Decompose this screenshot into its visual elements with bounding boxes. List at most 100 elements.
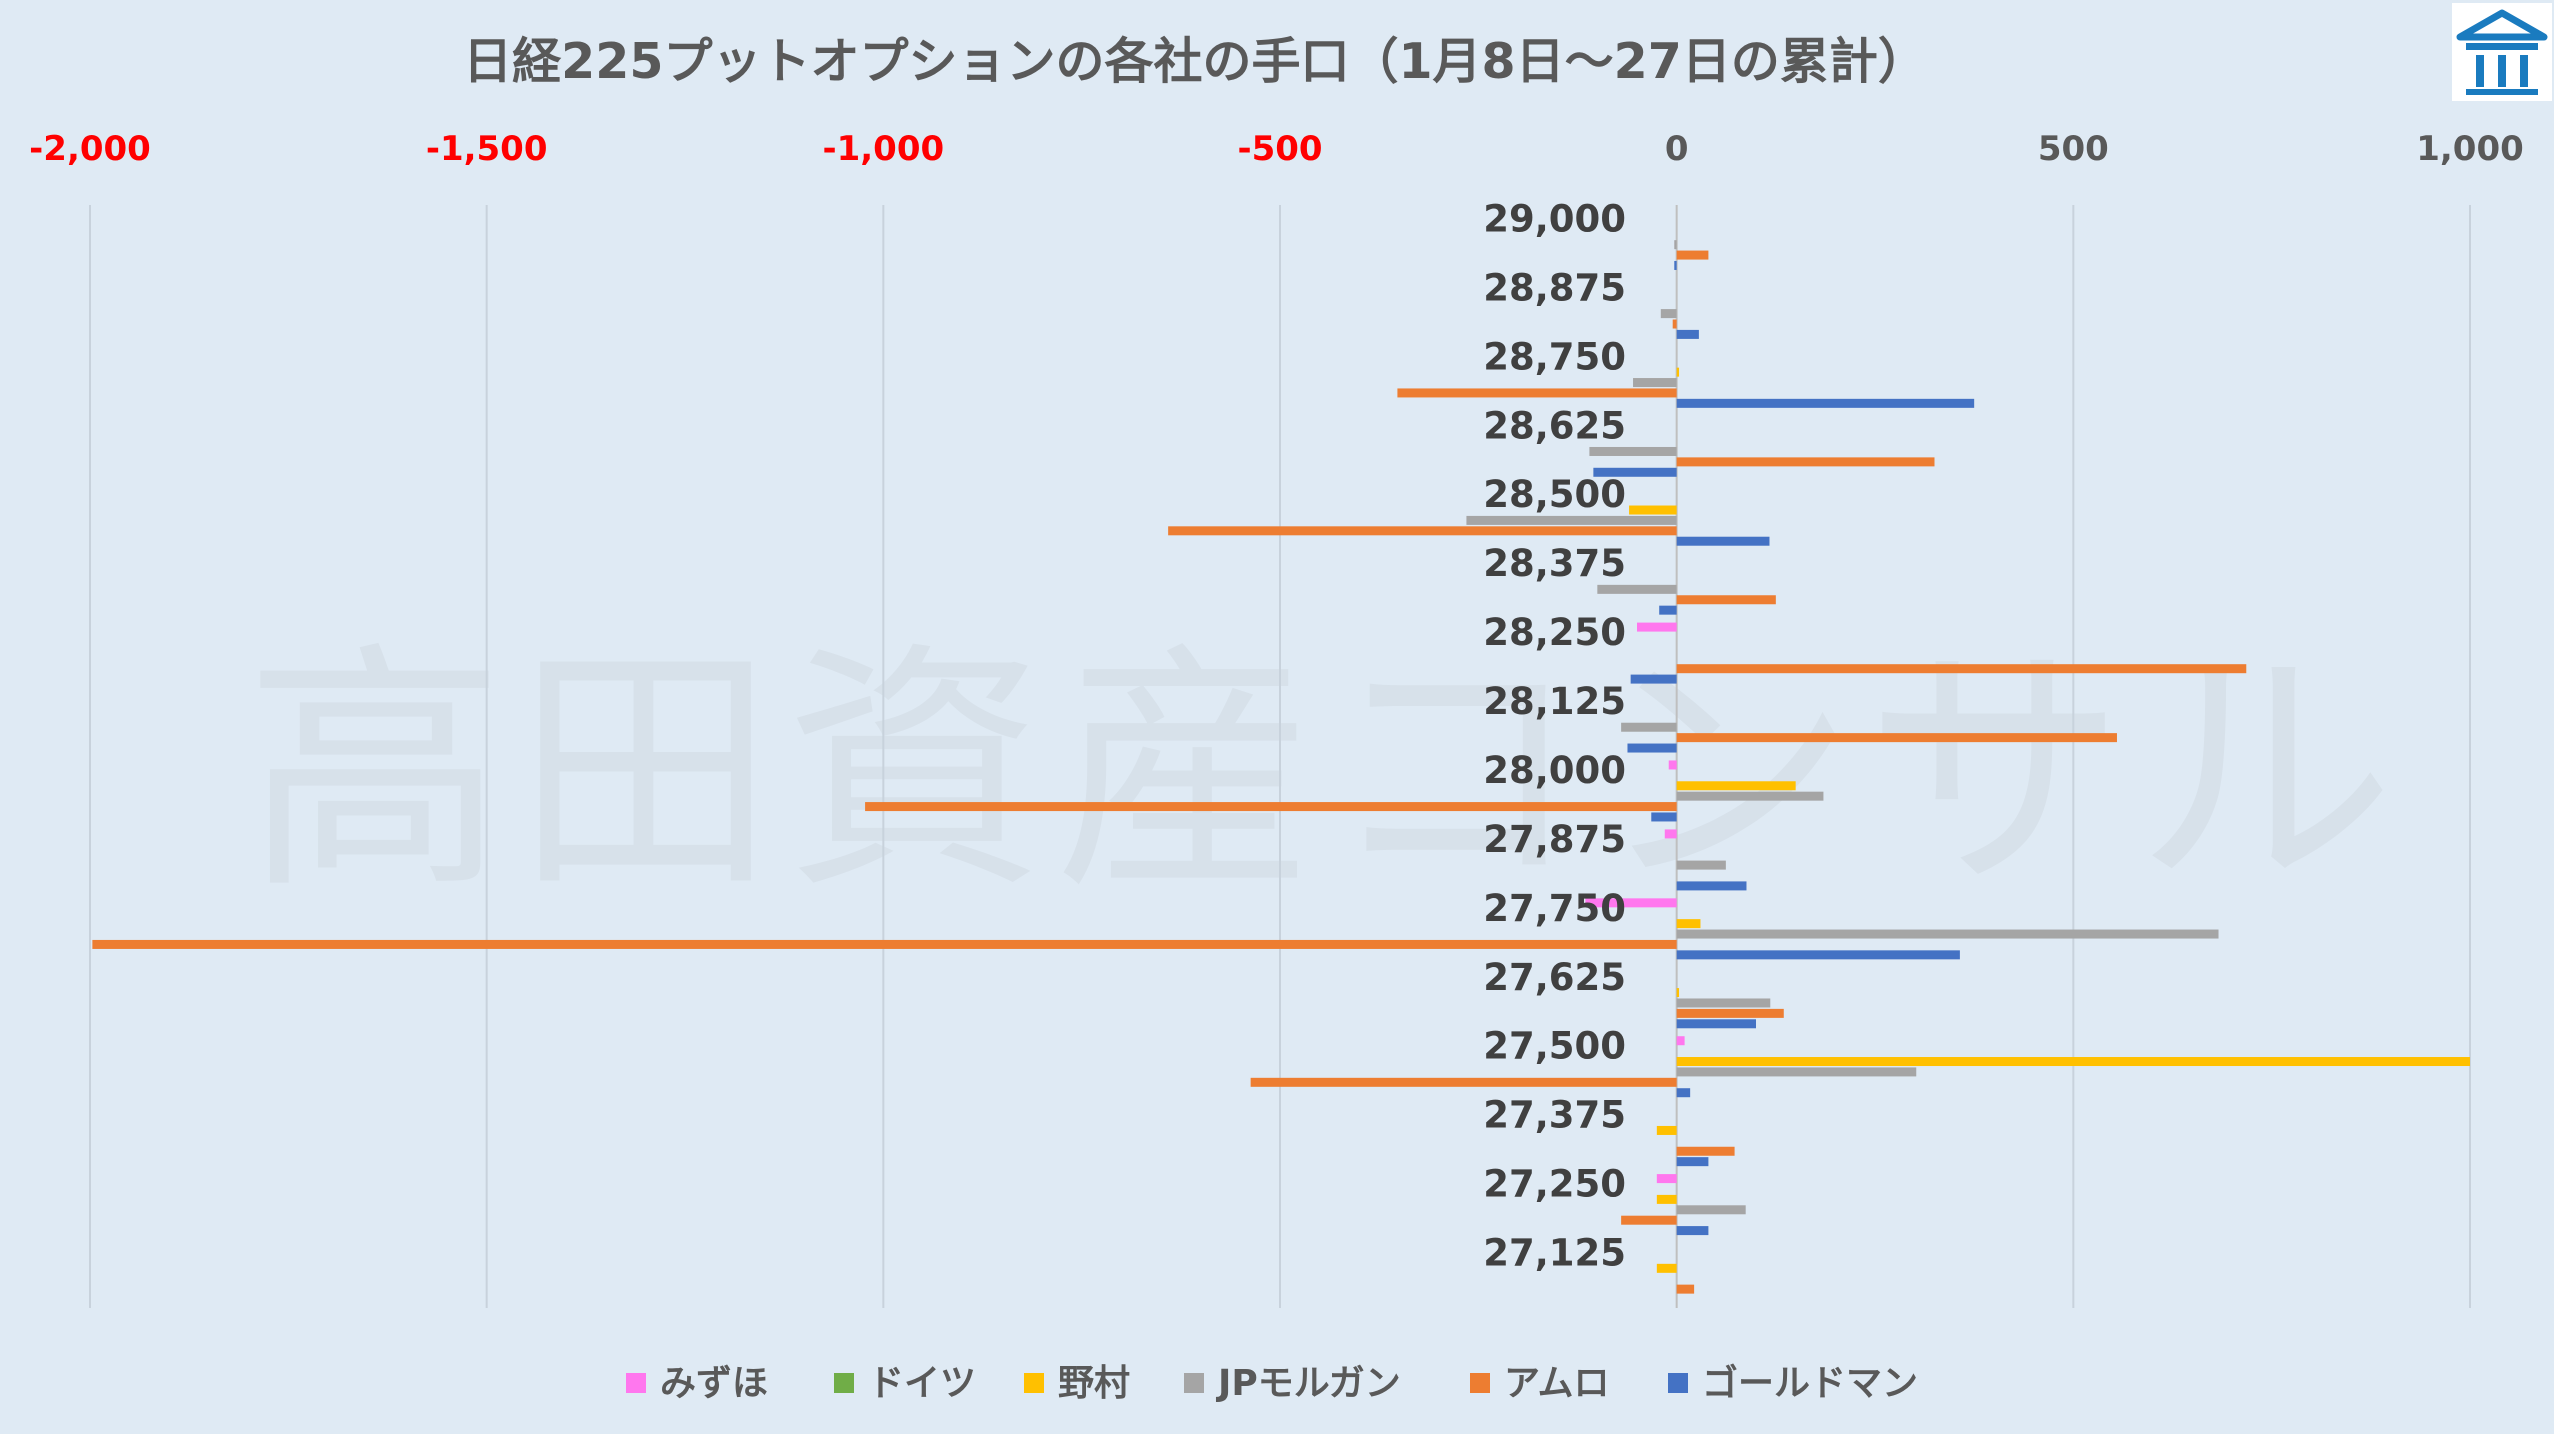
bar-3 — [1656, 1125, 1677, 1135]
chart-title: 日経225プットオプションの各社の手口（1月8日～27日の累計） — [463, 33, 1927, 90]
bar-6 — [1659, 605, 1677, 615]
bar-4 — [1676, 998, 1771, 1008]
legend-label: アムロ — [1504, 1363, 1609, 1404]
bar-6 — [1676, 536, 1770, 546]
bar-3 — [1676, 919, 1701, 929]
bar-6 — [1676, 1157, 1709, 1167]
y-tick-label: 27,125 — [1483, 1232, 1626, 1275]
x-axis-ticks: -2,000 -1,500 -1,000 -500 0 500 1,000 — [29, 129, 2524, 169]
y-tick-label: 28,625 — [1483, 404, 1626, 447]
bar-6 — [1651, 812, 1677, 822]
legend-swatch — [626, 1373, 646, 1393]
bar-3 — [1676, 781, 1796, 791]
y-tick-label: 27,375 — [1483, 1094, 1626, 1137]
bar-3 — [1676, 1057, 2470, 1067]
bar-4 — [1589, 446, 1677, 456]
x-tick-label: 1,000 — [2416, 129, 2524, 169]
bar-6 — [1676, 1088, 1691, 1098]
y-tick-label: 28,250 — [1483, 611, 1626, 654]
y-tick-label: 28,875 — [1483, 266, 1626, 309]
bar-4 — [1676, 929, 2219, 939]
bar-6 — [1676, 881, 1747, 891]
bar-4 — [1674, 240, 1677, 250]
bar-4 — [1676, 860, 1726, 870]
bar-6 — [1630, 674, 1677, 684]
legend-swatch — [1668, 1373, 1688, 1393]
bar-1 — [1656, 1174, 1677, 1184]
bar-1 — [1664, 829, 1677, 839]
bar-4 — [1676, 1205, 1746, 1215]
legend-swatch — [1470, 1373, 1490, 1393]
bar-1 — [1668, 760, 1677, 770]
y-axis-ticks: 29,000 28,875 28,750 28,625 28,500 28,375 28,2… — [1483, 197, 1626, 1274]
y-tick-label: 29,000 — [1483, 197, 1626, 240]
bars — [92, 240, 2470, 1294]
bar-5 — [1676, 595, 1776, 605]
bar-3 — [1656, 1263, 1677, 1273]
bar-6 — [1593, 467, 1677, 477]
bar-3 — [1676, 988, 1680, 998]
x-tick-label: -1,000 — [823, 129, 945, 169]
x-tick-label: 0 — [1665, 129, 1689, 169]
bar-4 — [1621, 722, 1677, 732]
y-tick-label: 28,000 — [1483, 749, 1626, 792]
bar-5 — [1676, 1008, 1784, 1018]
y-tick-label: 27,625 — [1483, 956, 1626, 999]
bar-5 — [1676, 250, 1709, 260]
logo-icon — [2456, 9, 2548, 95]
x-tick-label: -500 — [1237, 129, 1322, 169]
bar-5 — [1250, 1077, 1677, 1087]
legend-label: JPモルガン — [1215, 1363, 1401, 1404]
legend-label: 野村 — [1058, 1363, 1130, 1404]
x-tick-label: -1,500 — [426, 129, 548, 169]
grid-lines — [89, 205, 2471, 1308]
bar-5 — [1676, 1146, 1735, 1156]
bar-5 — [1672, 319, 1677, 329]
bar-5 — [1168, 526, 1677, 536]
bar-1 — [1585, 898, 1677, 908]
y-tick-label: 28,750 — [1483, 335, 1626, 378]
bar-6 — [1676, 398, 1975, 408]
legend-label: ゴールドマン — [1702, 1362, 1918, 1404]
bar-5 — [1676, 733, 2117, 743]
y-tick-label: 28,125 — [1483, 680, 1626, 723]
bar-4 — [1597, 584, 1677, 594]
x-tick-label: 500 — [2038, 129, 2109, 169]
bar-5 — [92, 939, 1677, 949]
bar-6 — [1676, 1019, 1756, 1029]
y-tick-label: 27,500 — [1483, 1025, 1626, 1068]
y-tick-label: 28,500 — [1483, 473, 1626, 516]
bar-4 — [1676, 791, 1824, 801]
bar-5 — [1397, 388, 1677, 398]
bar-6 — [1676, 1226, 1709, 1236]
y-tick-label: 27,250 — [1483, 1163, 1626, 1206]
legend-swatch — [1024, 1373, 1044, 1393]
bar-3 — [1676, 367, 1680, 377]
bar-5 — [1676, 457, 1935, 467]
x-tick-label: -2,000 — [29, 129, 151, 169]
legend-label: みずほ — [660, 1363, 768, 1404]
y-tick-label: 27,750 — [1483, 887, 1626, 930]
legend-swatch — [1184, 1373, 1204, 1393]
bar-4 — [1660, 309, 1677, 319]
bar-3 — [1656, 1194, 1677, 1204]
bar-5 — [1676, 1284, 1695, 1294]
bar-5 — [1676, 664, 2247, 674]
legend-label: ドイツ — [868, 1363, 976, 1404]
legend: みずほ ドイツ 野村 JPモルガン アムロ ゴールドマン — [626, 1362, 1918, 1404]
bar-1 — [1676, 1036, 1685, 1046]
bar-4 — [1676, 1067, 1917, 1077]
legend-swatch — [834, 1373, 854, 1393]
bar-5 — [865, 802, 1677, 812]
bar-4 — [1466, 515, 1677, 525]
bar-6 — [1676, 950, 1960, 960]
bar-6 — [1674, 260, 1677, 270]
y-tick-label: 28,375 — [1483, 542, 1626, 585]
brand-logo — [2452, 3, 2552, 101]
bar-6 — [1676, 329, 1699, 339]
bar-3 — [1629, 505, 1677, 515]
bar-1 — [1637, 622, 1677, 632]
bar-5 — [1621, 1215, 1677, 1225]
y-tick-label: 27,875 — [1483, 818, 1626, 861]
